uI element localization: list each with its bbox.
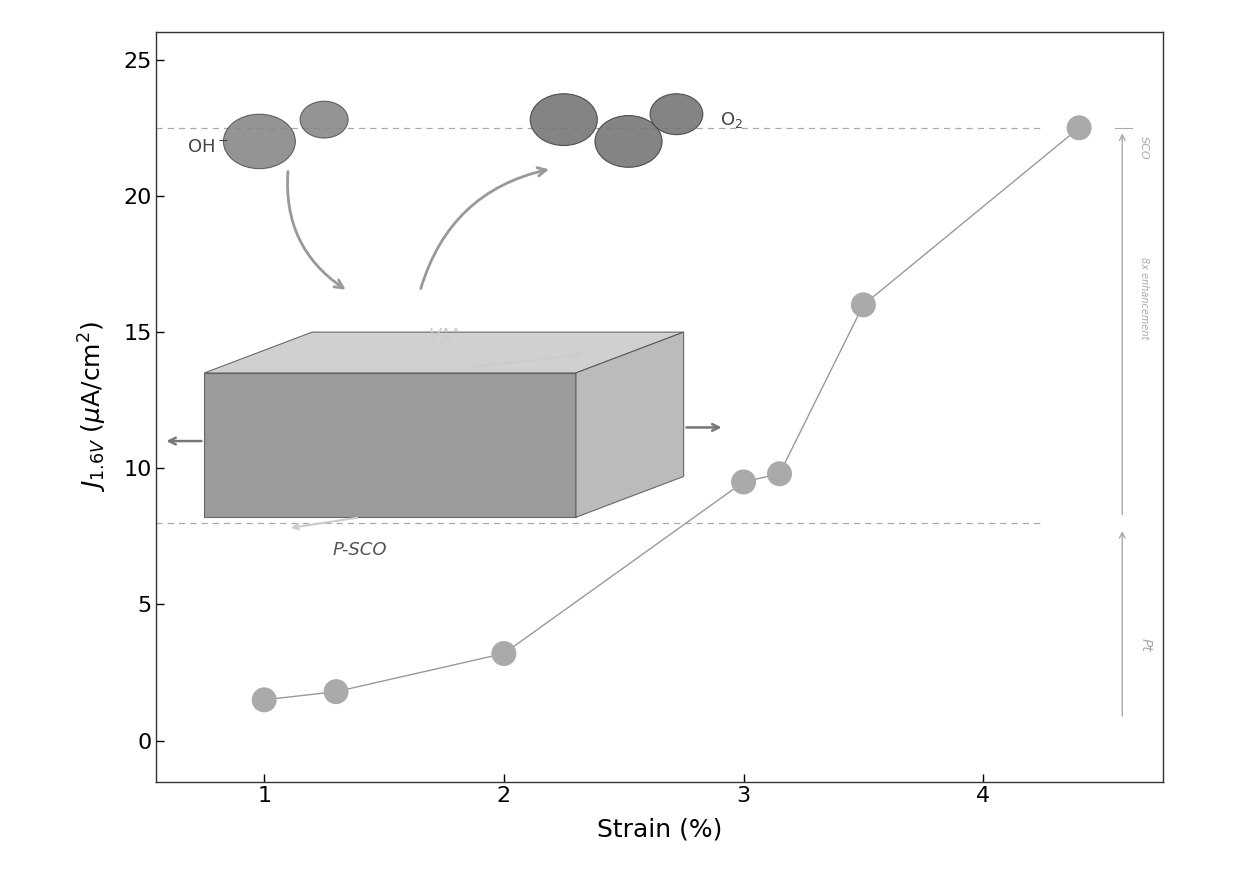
Text: SCO: SCO xyxy=(1140,136,1149,160)
Point xyxy=(853,298,873,312)
Text: 8x enhancement: 8x enhancement xyxy=(1140,257,1149,339)
Ellipse shape xyxy=(531,94,598,146)
Text: O$_2$: O$_2$ xyxy=(719,109,743,129)
Point xyxy=(254,693,274,707)
Ellipse shape xyxy=(650,94,703,135)
Point xyxy=(326,684,346,698)
Point xyxy=(770,467,790,481)
Ellipse shape xyxy=(595,115,662,167)
Ellipse shape xyxy=(223,114,295,169)
Point xyxy=(494,647,513,661)
Point xyxy=(1069,121,1089,135)
X-axis label: Strain (%): Strain (%) xyxy=(596,817,723,842)
Text: OH$^-$: OH$^-$ xyxy=(187,138,229,156)
Y-axis label: $J_{1.6V}$ ($\mu$A/cm$^2$): $J_{1.6V}$ ($\mu$A/cm$^2$) xyxy=(77,322,109,492)
Polygon shape xyxy=(205,332,683,373)
Text: P-SCO: P-SCO xyxy=(332,541,387,559)
Text: Pt: Pt xyxy=(1140,638,1153,652)
Polygon shape xyxy=(575,332,683,517)
Ellipse shape xyxy=(300,101,348,138)
Point xyxy=(734,475,754,489)
Polygon shape xyxy=(205,373,575,517)
Text: $V_O^{\bullet\bullet}$: $V_O^{\bullet\bullet}$ xyxy=(428,326,460,349)
